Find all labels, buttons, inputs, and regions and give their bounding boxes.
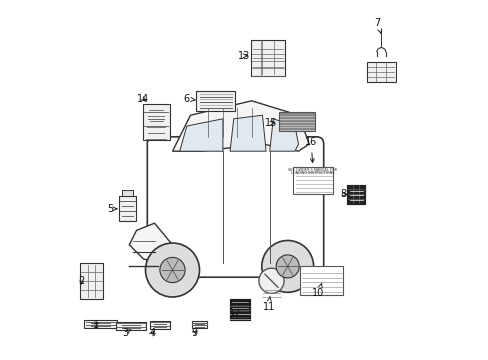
Bar [142, 104, 169, 140]
Text: 16: 16 [305, 137, 317, 162]
Text: 14: 14 [137, 94, 149, 104]
Bar [347, 185, 364, 204]
Bar [229, 299, 249, 320]
Polygon shape [129, 223, 172, 263]
Text: SEE OWNER'S MANUAL FOR: SEE OWNER'S MANUAL FOR [288, 168, 337, 172]
Circle shape [145, 243, 199, 297]
Circle shape [276, 255, 299, 278]
Text: 12: 12 [228, 309, 241, 319]
Bar [119, 196, 136, 221]
Text: LOADING INSTRUCTIONS: LOADING INSTRUCTIONS [290, 171, 334, 175]
Text: 2: 2 [79, 276, 85, 286]
Text: 7: 7 [374, 18, 381, 34]
Text: 15: 15 [265, 118, 277, 128]
Polygon shape [230, 115, 265, 151]
Polygon shape [172, 101, 309, 151]
Bar [191, 321, 207, 328]
Bar [278, 112, 314, 131]
Circle shape [261, 240, 313, 292]
Polygon shape [269, 119, 298, 151]
Circle shape [160, 257, 185, 283]
Polygon shape [179, 119, 223, 151]
Circle shape [258, 268, 284, 293]
Bar [250, 40, 285, 76]
Text: 6: 6 [183, 94, 195, 104]
Text: 8: 8 [340, 189, 346, 199]
Text: 4: 4 [149, 328, 156, 338]
Text: 3: 3 [122, 328, 131, 338]
Text: 1: 1 [93, 320, 99, 330]
Bar [292, 167, 332, 194]
Bar [347, 185, 364, 204]
Bar [196, 91, 235, 111]
Bar [150, 321, 169, 329]
Text: 10: 10 [311, 283, 324, 298]
Text: 9: 9 [191, 328, 197, 338]
Bar [122, 190, 132, 196]
Bar [366, 62, 395, 82]
Text: 5: 5 [107, 204, 117, 214]
Bar [116, 322, 146, 330]
Bar [229, 299, 249, 320]
Text: 11: 11 [262, 296, 274, 312]
FancyBboxPatch shape [147, 137, 323, 277]
Bar [300, 266, 343, 295]
Bar [80, 263, 103, 299]
Text: 13: 13 [237, 51, 249, 61]
Bar [84, 320, 117, 328]
